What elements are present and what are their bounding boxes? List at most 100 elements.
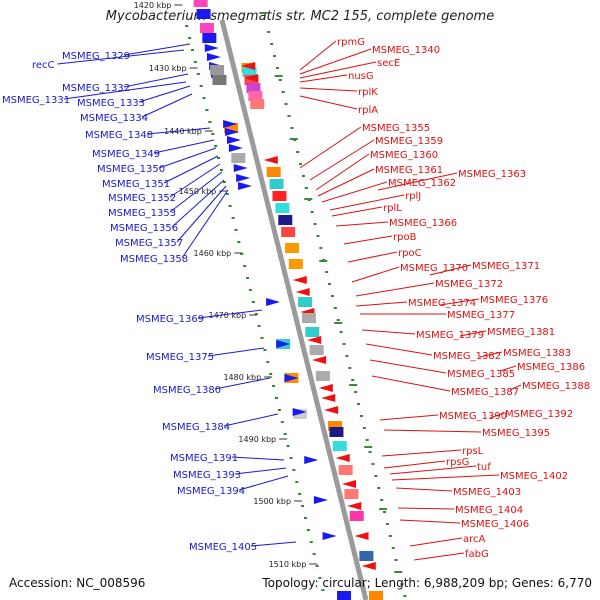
gene-label-msmeg_1405: MSMEG_1405: [189, 542, 257, 553]
gene-arrow-forward: [322, 532, 337, 540]
gene-arrow-reverse: [361, 562, 376, 570]
leader-line: [439, 298, 480, 306]
gene-label-msmeg_1388: MSMEG_1388: [522, 381, 590, 392]
leader-line: [379, 414, 439, 421]
leader-line: [369, 359, 447, 374]
leader-line: [365, 343, 433, 356]
gene-label-msmeg_1333: MSMEG_1333: [77, 98, 145, 109]
track-dot: [202, 97, 206, 99]
scale-tick-label: 1420 kbp: [134, 1, 172, 10]
leader-line: [509, 384, 522, 391]
track-dot: [325, 271, 329, 273]
leader-line: [331, 206, 383, 217]
leader-line: [299, 87, 358, 92]
track-dot: [359, 415, 363, 417]
genome-backbone: [219, 19, 369, 600]
gene-label-msmeg_1340: MSMEG_1340: [372, 45, 440, 56]
gene-feature: [196, 9, 211, 19]
gene-feature: [278, 215, 293, 225]
gene-label-msmeg_1359: MSMEG_1359: [375, 136, 443, 147]
track-dot: [368, 451, 372, 453]
scale-tick-label: 1500 kbp: [253, 497, 291, 506]
leader-line: [351, 266, 400, 283]
gene-label-rplk: rplK: [358, 87, 378, 98]
track-dot: [403, 595, 407, 597]
gene-label-msmeg_1391: MSMEG_1391: [170, 453, 238, 464]
track-dot: [342, 343, 346, 345]
track-dot: [248, 289, 252, 291]
gene-feature: [309, 345, 324, 355]
gene-arrow-forward: [284, 374, 299, 382]
track-dot: [313, 223, 317, 225]
track-dot: [316, 235, 320, 237]
gene-feature: [349, 511, 364, 521]
gene-feature: [224, 123, 239, 133]
track-dot: [219, 169, 223, 171]
track-dot: [275, 67, 279, 69]
gene-label-msmeg_1383: MSMEG_1383: [503, 348, 571, 359]
leader-line: [479, 351, 503, 358]
scale-tick-label: 1440 kbp: [164, 127, 202, 136]
gene-label-msmeg_1402: MSMEG_1402: [500, 471, 568, 482]
track-dot: [269, 373, 273, 375]
track-dot: [365, 439, 369, 441]
track-dot: [290, 127, 294, 129]
gene-feature: [246, 83, 261, 93]
track-dot: [312, 553, 316, 555]
gene-label-msmeg_1372: MSMEG_1372: [435, 279, 503, 290]
track-dot: [266, 361, 270, 363]
scale-tick-label: 1480 kbp: [223, 373, 261, 382]
leader-line: [399, 519, 461, 524]
scale-tick-label: 1430 kbp: [149, 64, 187, 73]
gene-label-msmeg_1380: MSMEG_1380: [153, 385, 221, 396]
track-dot: [277, 409, 281, 411]
track-dot: [208, 121, 212, 123]
track-dot: [348, 367, 352, 369]
track-dot: [191, 49, 194, 51]
leader-line: [489, 412, 505, 419]
leader-line: [299, 126, 362, 169]
leader-line: [234, 467, 287, 475]
leader-line: [299, 61, 377, 79]
leader-line: [169, 171, 223, 213]
gene-feature: [212, 75, 227, 85]
track-dot: [199, 85, 203, 87]
track-dot: [400, 583, 404, 585]
track-dot: [257, 325, 261, 327]
track-dot: [278, 79, 282, 81]
track-dot: [185, 25, 189, 27]
track-dot: [298, 493, 302, 495]
track-dot: [196, 73, 200, 75]
leader-line: [347, 251, 398, 263]
gene-label-arca: arcA: [463, 534, 486, 545]
leader-line: [335, 221, 389, 227]
gene-arrow-reverse: [354, 532, 369, 540]
leader-line: [355, 301, 408, 307]
track-dot: [371, 463, 375, 465]
gene-arrow-reverse: [318, 384, 333, 392]
gene-feature: [344, 489, 359, 499]
leader-line: [391, 474, 500, 481]
gene-arrow-reverse: [347, 502, 362, 510]
track-dot: [299, 163, 303, 165]
gene-label-msmeg_1360: MSMEG_1360: [370, 150, 438, 161]
gene-arrow-reverse: [263, 156, 278, 164]
gene-label-nusg: nusG: [348, 71, 374, 82]
gene-arrow-forward: [292, 408, 307, 416]
track-dot: [306, 529, 310, 531]
leader-line: [299, 74, 348, 83]
track-dot: [284, 103, 288, 105]
gene-label-recc: recC: [32, 60, 55, 71]
gene-label-msmeg_1382: MSMEG_1382: [433, 351, 501, 362]
gene-label-rpsg: rpsG: [446, 457, 469, 468]
leader-line: [223, 413, 279, 427]
track-dot: [228, 205, 232, 207]
gene-label-msmeg_1403: MSMEG_1403: [453, 487, 521, 498]
gene-feature: [332, 441, 347, 451]
track-dot: [222, 181, 226, 183]
track-dot: [188, 37, 192, 39]
track-dot: [394, 559, 398, 561]
track-dot: [388, 535, 392, 537]
leader-line: [381, 449, 462, 457]
